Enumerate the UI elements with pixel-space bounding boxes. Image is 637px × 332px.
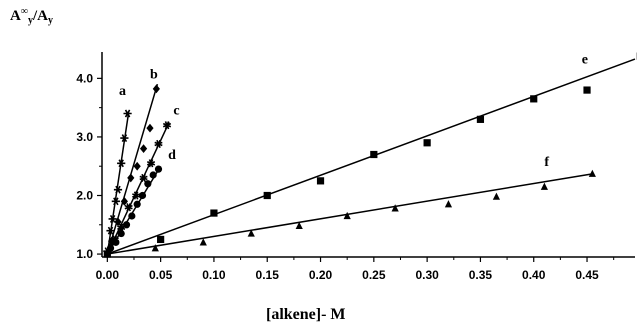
data-point-circle <box>149 171 157 179</box>
data-point-diamond <box>120 196 128 206</box>
data-point-square <box>530 95 538 103</box>
series-label-e: e <box>582 53 588 68</box>
series-label-c: c <box>173 104 179 119</box>
data-point-square <box>210 209 218 217</box>
data-point-star <box>162 121 172 130</box>
series-label-d: d <box>168 148 176 163</box>
data-point-circle <box>128 212 136 220</box>
data-point-circle <box>117 229 125 238</box>
fit-line-f <box>107 173 593 255</box>
x-tick-label: 0.15 <box>256 268 280 282</box>
data-point-triangle <box>540 182 548 190</box>
data-point-asterisk <box>120 134 129 143</box>
data-point-square <box>316 177 325 185</box>
axes: 0.00 0.05 0.10 0.15 0.20 0.25 0.30 0.35 0.40 0.45… <box>76 52 635 282</box>
data-point-circle <box>112 238 120 246</box>
data-point-triangle <box>444 200 453 208</box>
series-labels: a b c d e f <box>119 53 588 170</box>
data-point-asterisk <box>108 214 117 223</box>
data-point-asterisk <box>111 197 120 206</box>
y-axis-label: A∞y/Ay <box>10 6 53 26</box>
data-point-asterisk <box>106 226 115 235</box>
y-tick-label: 1.0 <box>76 247 93 261</box>
data-point-circle <box>122 221 131 229</box>
data-point-triangle <box>343 211 351 220</box>
x-tick-label: 0.05 <box>149 268 173 282</box>
data-point-star <box>154 139 163 149</box>
data-point-triangle <box>103 249 111 258</box>
data-point-star <box>124 203 133 212</box>
data-point-star <box>139 173 148 183</box>
data-point-star <box>132 191 141 200</box>
data-point-triangle <box>199 238 207 246</box>
series-label-a: a <box>119 84 126 99</box>
data-point-star <box>146 159 156 168</box>
data-points <box>103 52 637 258</box>
data-point-circle <box>144 180 152 188</box>
x-tick-label: 0.35 <box>469 268 493 282</box>
data-point-diamond <box>127 173 135 183</box>
data-point-triangle <box>151 244 159 252</box>
data-point-triangle <box>391 204 399 212</box>
data-point-star <box>117 223 126 232</box>
data-point-circle <box>133 200 141 208</box>
data-point-square <box>370 150 378 159</box>
data-point-square <box>583 86 591 94</box>
x-tick-label: 0.10 <box>202 268 226 282</box>
data-point-diamond <box>139 144 148 154</box>
x-tick-label: 0.00 <box>96 268 120 282</box>
data-point-diamond <box>133 161 141 171</box>
data-point-diamond <box>152 84 160 94</box>
data-point-square <box>263 191 271 200</box>
data-point-triangle <box>295 221 303 230</box>
data-point-asterisk <box>117 159 126 168</box>
x-tick-label: 0.25 <box>362 268 386 282</box>
y-tick-label: 2.0 <box>76 189 93 203</box>
x-tick-label: 0.20 <box>309 268 333 282</box>
y-tick-label: 3.0 <box>76 130 93 144</box>
data-point-diamond <box>146 123 154 133</box>
y-tick-label: 4.0 <box>76 71 93 85</box>
x-axis-label: [alkene]- M <box>266 306 346 323</box>
x-tick-label: 0.30 <box>415 268 439 282</box>
data-point-triangle <box>492 192 501 200</box>
data-point-asterisk <box>123 109 132 118</box>
data-point-triangle <box>247 229 255 237</box>
data-point-square <box>157 235 165 244</box>
data-point-circle <box>154 165 163 173</box>
x-tick-label: 0.45 <box>575 268 599 282</box>
data-point-circle <box>138 191 147 200</box>
data-point-square <box>476 115 485 123</box>
fit-line-b <box>106 84 159 255</box>
data-point-circle <box>106 244 115 252</box>
data-point-triangle <box>588 169 596 177</box>
series-label-b: b <box>150 67 158 82</box>
data-point-asterisk <box>113 185 123 194</box>
data-point-square <box>423 139 431 147</box>
series-label-f: f <box>544 155 549 170</box>
x-tick-label: 0.40 <box>522 268 546 282</box>
